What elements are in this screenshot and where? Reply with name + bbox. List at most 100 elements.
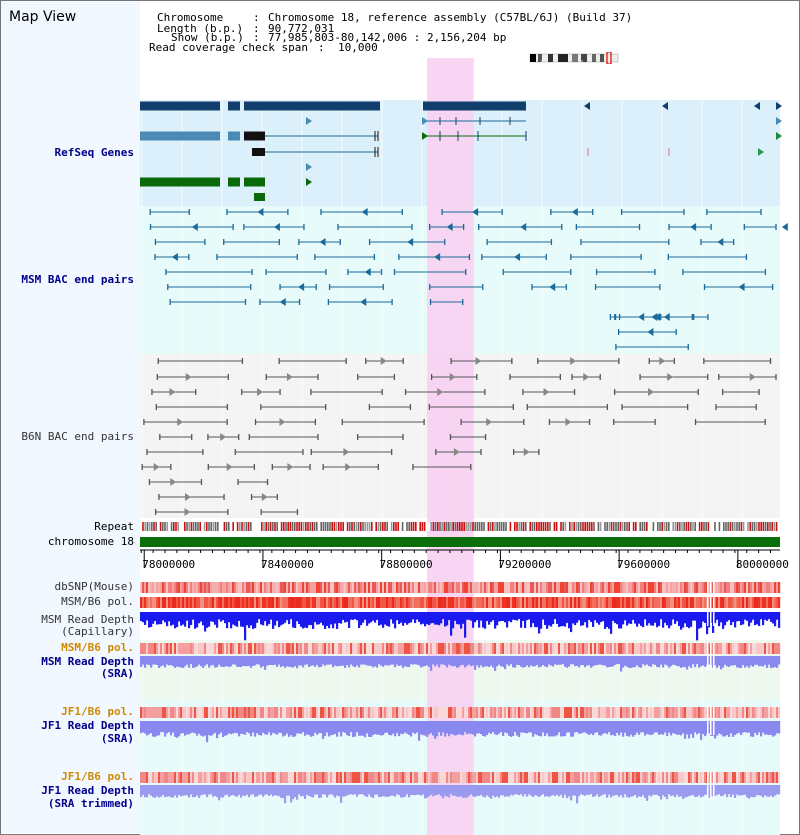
depth-bar (180, 612, 183, 626)
repeat-mark (503, 522, 505, 531)
polymorphism-cell (330, 707, 333, 718)
polymorphism-cell (748, 707, 751, 718)
depth-bar (582, 785, 585, 795)
polymorphism-cell (376, 582, 379, 593)
polymorphism-cell (522, 643, 525, 654)
depth-bar (436, 721, 439, 737)
chromosome-ideogram[interactable] (528, 52, 622, 64)
polymorphism-cell (522, 707, 525, 718)
track-label-msm-bac[interactable]: MSM BAC end pairs (21, 273, 134, 286)
strand-arrow (169, 388, 176, 396)
polymorphism-cell (546, 582, 549, 593)
polymorphism-cell (150, 772, 153, 783)
polymorphism-cell (560, 597, 563, 608)
depth-bar (422, 612, 425, 624)
depth-bar (246, 612, 249, 626)
track-label-jf1-pol-1[interactable]: JF1/B6 pol. (61, 705, 134, 718)
depth-bar (212, 721, 215, 735)
polymorphism-cell (438, 772, 441, 783)
genome-track-canvas[interactable]: 78000000 78400000 78800000 79200000 79600000… (140, 0, 800, 835)
polymorphism-cell (718, 707, 721, 718)
track-label-jf1-depth[interactable]: JF1 Read Depth (41, 719, 134, 732)
polymorphism-cell (316, 772, 319, 783)
track-label-msm-pol-1[interactable]: MSM/B6 pol. (61, 595, 134, 608)
depth-bar (340, 656, 343, 666)
polymorphism-cell (616, 582, 619, 593)
polymorphism-cell (228, 582, 231, 593)
track-label-repeat[interactable]: Repeat (94, 520, 134, 533)
polymorphism-cell (534, 597, 537, 608)
depth-bar (310, 612, 313, 626)
polymorphism-cell (356, 707, 359, 718)
polymorphism-cell (392, 643, 395, 654)
depth-bar (586, 612, 589, 628)
polymorphism-cell (636, 643, 639, 654)
depth-bar (750, 656, 753, 666)
repeat-mark (747, 522, 749, 531)
depth-bar (644, 612, 647, 620)
polymorphism-cell (178, 582, 181, 593)
depth-bar (428, 721, 431, 735)
track-label-msm-depth-sra[interactable]: MSM Read Depth (41, 655, 134, 668)
polymorphism-cell (200, 582, 203, 593)
track-label-msm-pol-2[interactable]: MSM/B6 pol. (61, 641, 134, 654)
polymorphism-cell (282, 597, 285, 608)
polymorphism-cell (324, 582, 327, 593)
depth-bar (756, 612, 759, 625)
repeat-mark (498, 522, 501, 531)
polymorphism-cell (174, 772, 177, 783)
track-label-msm-depth-cap[interactable]: MSM Read Depth (41, 613, 134, 626)
polymorphism-cell (608, 582, 611, 593)
depth-bar (758, 612, 761, 627)
polymorphism-cell (360, 597, 363, 608)
depth-bar (496, 721, 499, 735)
strand-arrow (584, 102, 590, 110)
depth-bar (186, 721, 189, 735)
repeat-mark (305, 522, 307, 531)
polymorphism-cell (172, 582, 175, 593)
polymorphism-cell (372, 772, 375, 783)
polymorphism-cell (148, 707, 151, 718)
depth-bar (530, 612, 533, 628)
track-label-dbsnp[interactable]: dbSNP(Mouse) (54, 580, 134, 593)
repeat-mark (769, 522, 771, 531)
polymorphism-cell (600, 707, 603, 718)
polymorphism-cell (156, 772, 159, 783)
polymorphism-cell (160, 582, 163, 593)
polymorphism-cell (622, 643, 625, 654)
depth-bar (746, 785, 749, 798)
depth-bar (736, 721, 739, 734)
depth-bar (472, 721, 475, 735)
strand-arrow (570, 357, 577, 365)
polymorphism-cell (320, 772, 323, 783)
depth-bar (208, 612, 211, 627)
polymorphism-cell (438, 643, 441, 654)
polymorphism-cell (602, 772, 605, 783)
depth-bar (348, 612, 351, 628)
polymorphism-cell (514, 582, 517, 593)
depth-bar (624, 656, 627, 666)
polymorphism-cell (326, 707, 329, 718)
track-label-jf1-trim[interactable]: JF1 Read Depth (41, 784, 134, 797)
polymorphism-cell (254, 643, 257, 654)
polymorphism-cell (312, 582, 315, 593)
polymorphism-cell (198, 597, 201, 608)
depth-bar (534, 656, 537, 667)
depth-bar (634, 785, 637, 796)
repeat-mark (538, 522, 540, 531)
track-gap (707, 643, 709, 657)
polymorphism-cell (166, 597, 169, 608)
depth-bar (630, 785, 633, 797)
depth-bar (758, 721, 761, 733)
polymorphism-cell (340, 582, 343, 593)
track-label-refseq[interactable]: RefSeq Genes (54, 146, 134, 159)
depth-bar (436, 612, 439, 625)
polymorphism-cell (272, 582, 275, 593)
polymorphism-cell (358, 597, 361, 608)
depth-bar (226, 721, 229, 736)
depth-bar (766, 721, 769, 735)
track-label-b6n-bac[interactable]: B6N BAC end pairs (21, 430, 134, 443)
track-label-jf1-pol-2[interactable]: JF1/B6 pol. (61, 770, 134, 783)
polymorphism-cell (716, 597, 719, 608)
depth-bar (592, 721, 595, 736)
